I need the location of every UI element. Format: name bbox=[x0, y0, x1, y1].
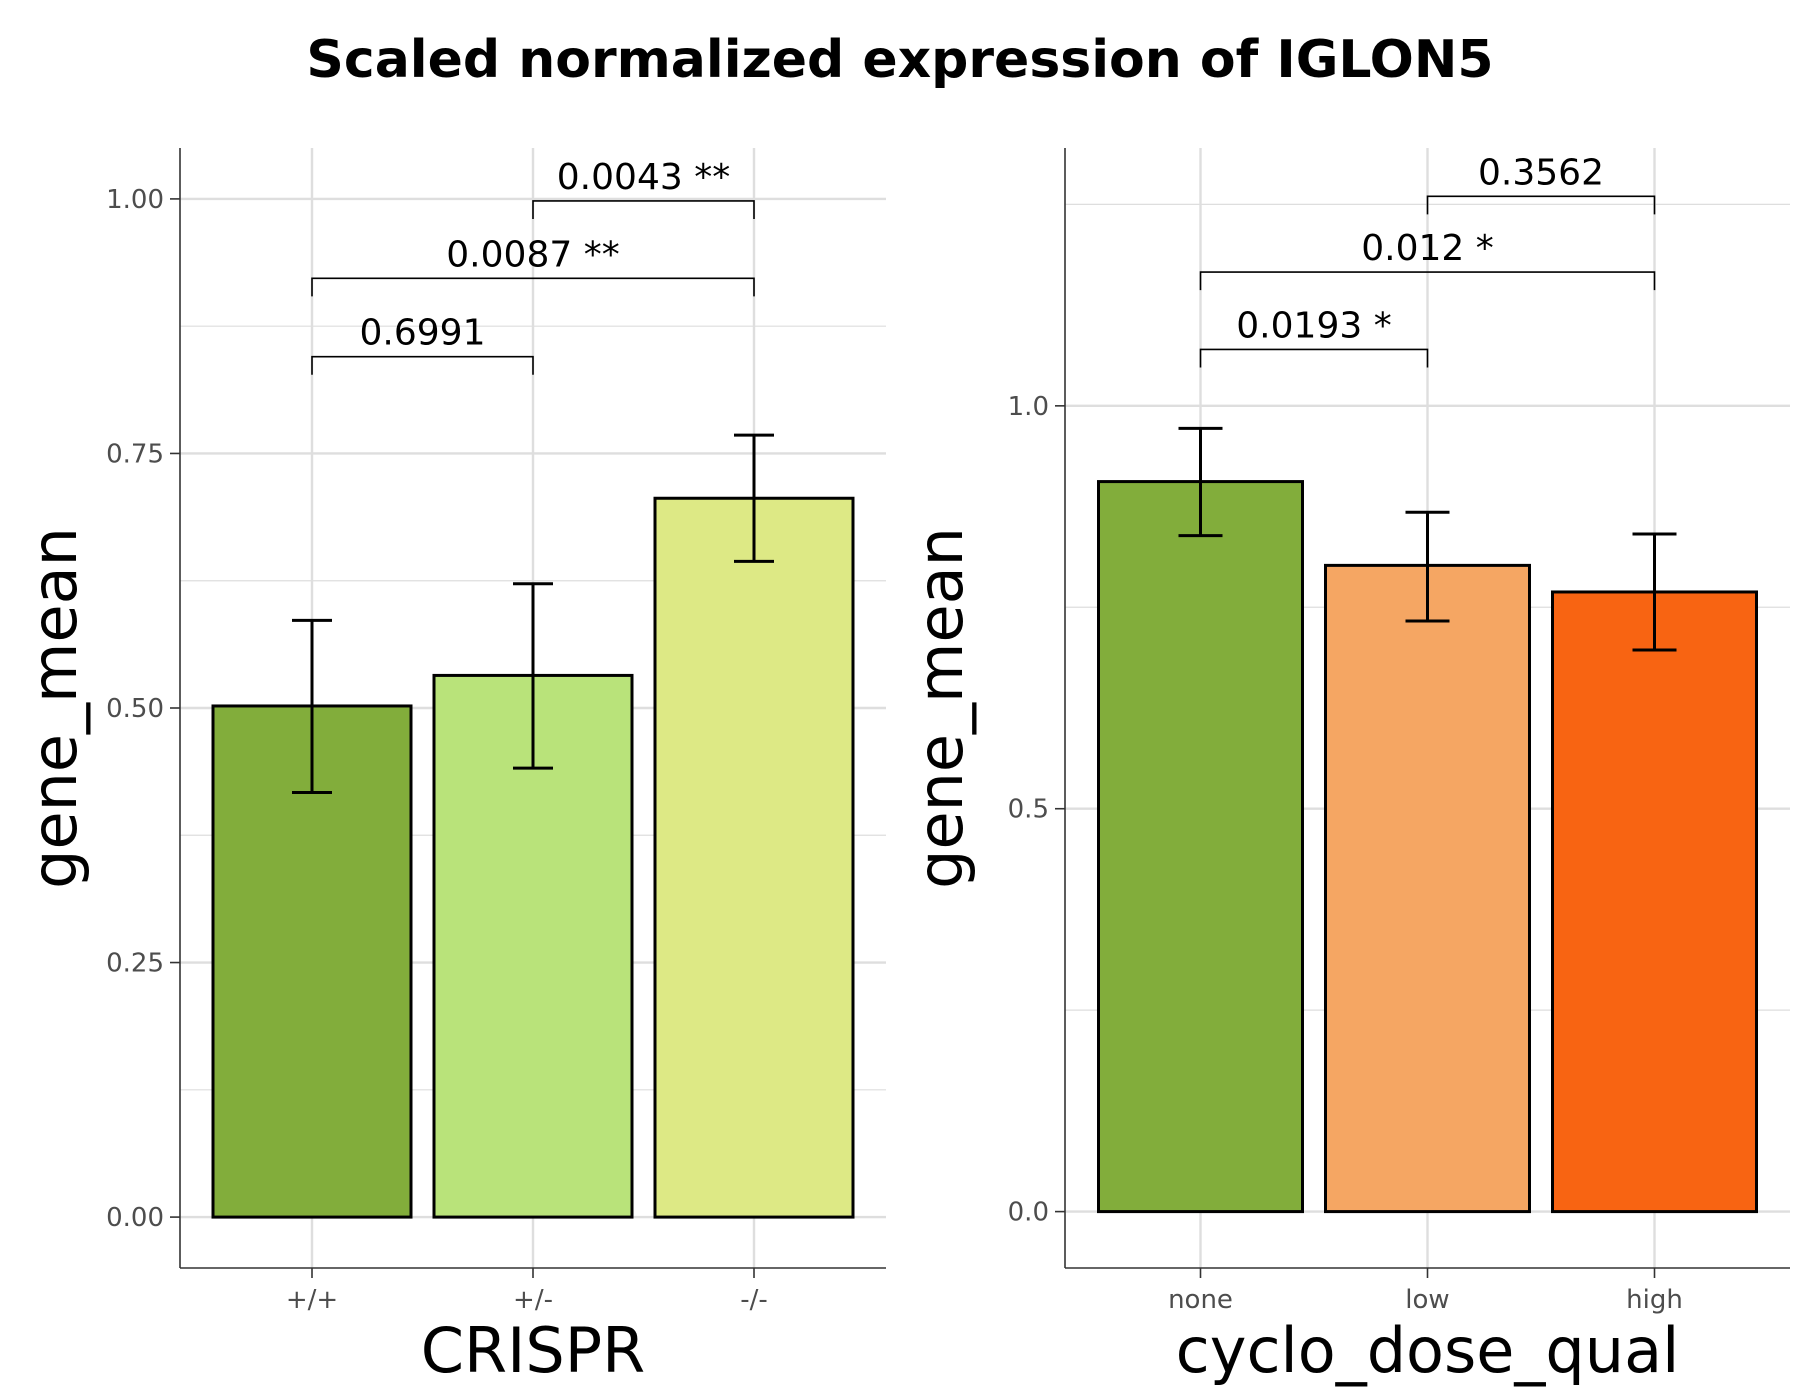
significance-label: 0.012 * bbox=[1361, 228, 1494, 269]
x-tick-label: +/- bbox=[513, 1285, 553, 1315]
chart-panel-crispr: 0.00 0.25 0.50 0.75 1.00 +/+ +/- -/- 0.6991 0.008… bbox=[18, 148, 886, 1387]
chart-panel-cyclo-dose: 0.0 0.5 1.0 none low high 0.0193 * 0.012 * 0.356… bbox=[904, 148, 1790, 1387]
significance-label: 0.6991 bbox=[360, 313, 486, 354]
significance-bracket bbox=[1426, 195, 1656, 215]
significance-label: 0.0087 ** bbox=[446, 234, 619, 275]
significance-bracket bbox=[1199, 271, 1656, 291]
bar-3 bbox=[653, 496, 855, 1219]
bar-1 bbox=[1097, 480, 1304, 1214]
significance-label: 0.0193 * bbox=[1236, 305, 1391, 346]
x-axis-title: cyclo_dose_qual bbox=[1176, 1314, 1680, 1387]
y-tick-label: 0.50 bbox=[106, 694, 164, 724]
y-tick-label: 1.00 bbox=[106, 185, 164, 215]
significance-bracket bbox=[532, 200, 755, 219]
x-tick-label: low bbox=[1405, 1285, 1449, 1315]
x-tick-label: none bbox=[1168, 1285, 1233, 1315]
significance-bracket bbox=[311, 277, 755, 297]
y-tick-label: 0.00 bbox=[106, 1203, 164, 1233]
y-tick-label: 0.25 bbox=[106, 949, 164, 979]
x-tick-label: -/- bbox=[740, 1285, 768, 1315]
x-tick-label: high bbox=[1626, 1285, 1683, 1315]
figure-title: Scaled normalized expression of IGLON5 bbox=[306, 30, 1494, 90]
y-tick-label: 1.0 bbox=[1008, 392, 1049, 422]
x-tick-label: +/+ bbox=[286, 1285, 338, 1315]
y-tick-label: 0.75 bbox=[106, 439, 164, 469]
y-axis-title: gene_mean bbox=[18, 527, 91, 889]
significance-bracket bbox=[311, 355, 534, 375]
y-tick-label: 0.5 bbox=[1008, 795, 1049, 825]
bar-3 bbox=[1551, 590, 1758, 1214]
significance-label: 0.0043 ** bbox=[557, 157, 730, 198]
significance-bracket bbox=[1199, 348, 1429, 368]
bar-2 bbox=[1324, 563, 1531, 1214]
significance-label: 0.3562 bbox=[1478, 152, 1604, 193]
y-axis-title: gene_mean bbox=[904, 527, 977, 889]
y-tick-label: 0.0 bbox=[1008, 1198, 1049, 1228]
x-axis-title: CRISPR bbox=[421, 1314, 645, 1387]
